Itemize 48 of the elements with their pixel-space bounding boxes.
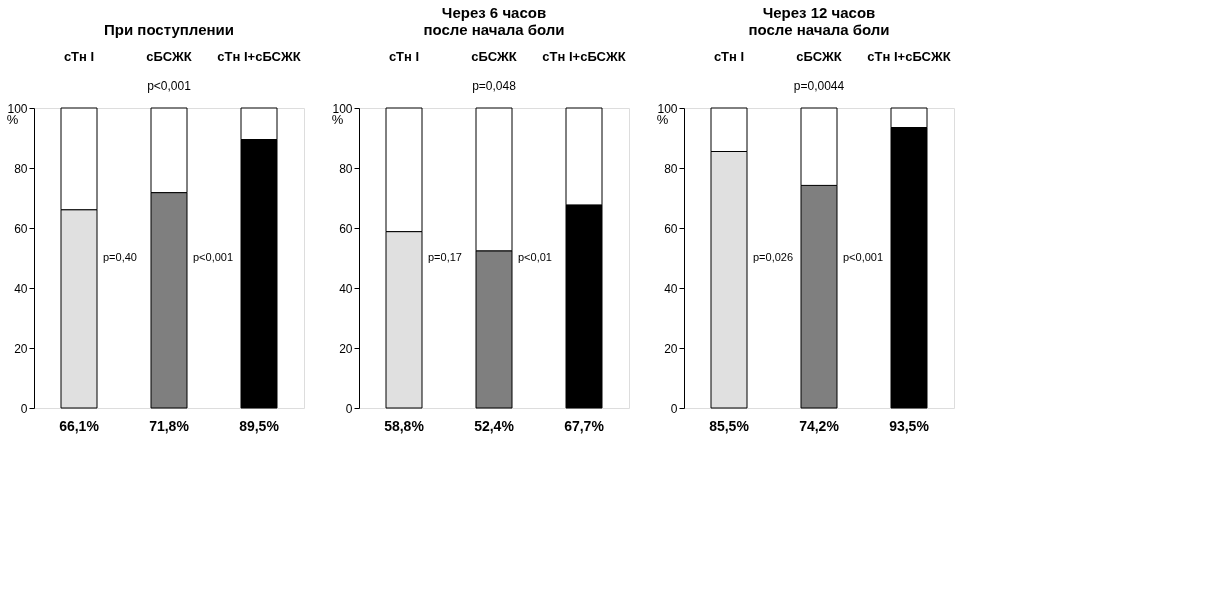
chart-title: При поступлении [104, 21, 234, 38]
y-tick-label: 60 [664, 221, 678, 236]
annotation: p=0,17 [428, 251, 462, 263]
y-tick-label: 20 [339, 341, 353, 356]
y-tick-label: 0 [20, 401, 28, 416]
y-tick-label: 80 [339, 161, 353, 176]
annotation: p=0,026 [753, 251, 794, 263]
data-label: 85,5% [709, 418, 750, 434]
text: p<0,001 [147, 79, 192, 93]
y-tick-label: 100 [657, 101, 678, 116]
annotation: p<0,001 [193, 251, 234, 263]
text: p=0,0044 [793, 79, 845, 93]
x-tick-label: сБСЖК [146, 48, 192, 64]
y-tick-label: 40 [339, 281, 353, 296]
x-tick-label: сТн I [713, 48, 745, 64]
data-label: 71,8% [149, 418, 190, 434]
y-tick-label: 40 [14, 281, 28, 296]
data-label: 89,5% [239, 418, 280, 434]
y-tick-label: 20 [664, 341, 678, 356]
data-label: 58,8% [384, 418, 425, 434]
y-tick-label: 0 [670, 401, 678, 416]
y-tick-label: 80 [14, 161, 28, 176]
x-tick-label: сТн I [388, 48, 420, 64]
data-label: 66,1% [59, 418, 100, 434]
y-tick-label: 100 [7, 101, 28, 116]
y-tick-label: 100 [332, 101, 353, 116]
annotation: p<0,01 [518, 251, 552, 263]
y-tick-label: 60 [339, 221, 353, 236]
y-tick-label: 80 [664, 161, 678, 176]
text: p=0,048 [472, 79, 517, 93]
chart-title: Через 6 часов после начала боли [423, 4, 565, 38]
data-label: 67,7% [564, 418, 605, 434]
y-tick-label: 60 [14, 221, 28, 236]
y-tick-label: 40 [664, 281, 678, 296]
annotation: p=0,40 [103, 251, 137, 263]
data-label: 93,5% [889, 418, 930, 434]
x-tick-label: сТн I [63, 48, 95, 64]
y-tick-label: 0 [345, 401, 353, 416]
x-tick-label: сБСЖК [796, 48, 842, 64]
x-tick-label: сТн I+сБСЖК [542, 48, 626, 64]
annotation: p<0,001 [843, 251, 884, 263]
x-tick-label: сТн I+сБСЖК [867, 48, 951, 64]
chart-title: Через 12 часов после начала боли [748, 4, 890, 38]
y-tick-label: 20 [14, 341, 28, 356]
data-label: 52,4% [474, 418, 515, 434]
x-tick-label: сБСЖК [471, 48, 517, 64]
data-label: 74,2% [799, 418, 840, 434]
x-tick-label: сТн I+сБСЖК [217, 48, 301, 64]
